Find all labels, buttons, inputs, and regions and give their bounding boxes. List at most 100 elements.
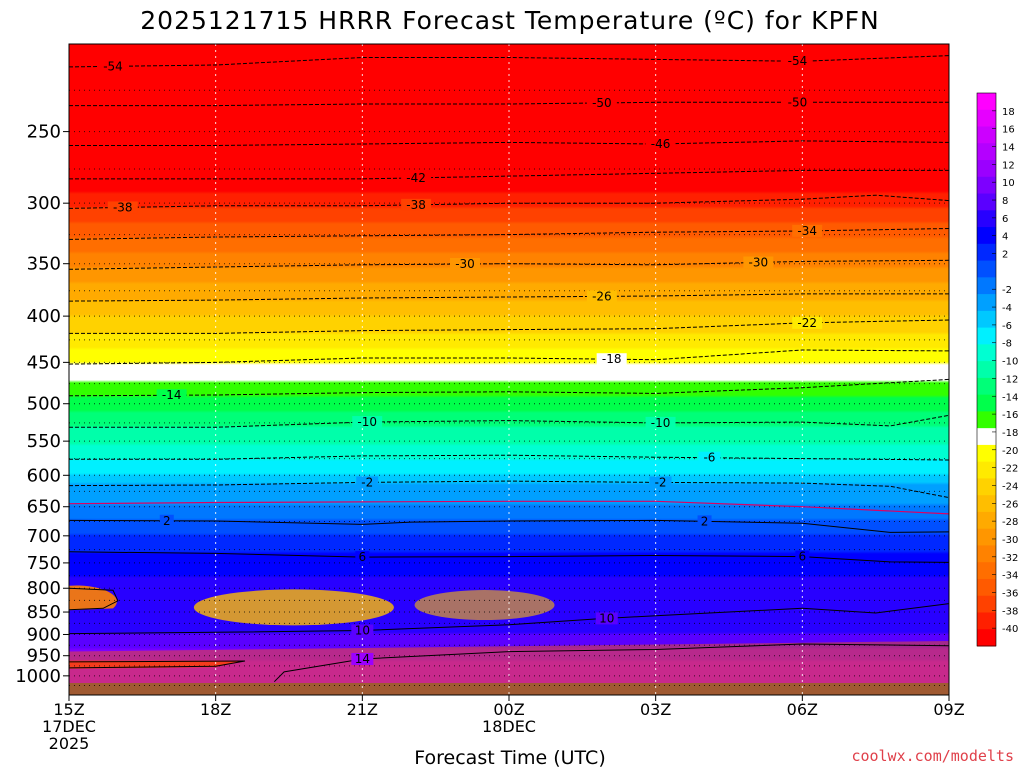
contour-label: -54 xyxy=(788,54,808,68)
contour-line xyxy=(69,259,949,270)
x-tick-label: 03Z xyxy=(640,700,671,719)
colorbar-swatch xyxy=(977,612,996,630)
colorbar-swatch xyxy=(977,210,996,228)
colorbar-swatch xyxy=(977,444,996,463)
contour-label-bg xyxy=(697,515,712,528)
colorbar-tick-label: 4 xyxy=(1002,232,1008,243)
colorbar-tick-label: -36 xyxy=(1002,588,1018,599)
colorbar-tick-label: -10 xyxy=(1002,357,1018,368)
contour-line xyxy=(69,169,949,180)
colorbar-swatch xyxy=(977,310,996,329)
colorbar-swatch xyxy=(977,361,996,379)
colorbar-swatch xyxy=(977,344,996,362)
contour-label: 2 xyxy=(701,514,709,528)
colorbar-tick-label: -8 xyxy=(1002,339,1012,350)
closed-contour xyxy=(69,587,119,611)
colorbar-swatch xyxy=(977,562,996,580)
y-tick-label: 600 xyxy=(27,465,61,486)
contour-label: -2 xyxy=(361,475,373,489)
colorbar-swatch xyxy=(977,126,996,144)
colorbar-tick-label: -16 xyxy=(1002,410,1018,421)
contour-label-bg xyxy=(401,171,432,184)
contour-label: -30 xyxy=(455,257,475,271)
contour-label-bg xyxy=(645,137,676,150)
contour-line xyxy=(69,349,949,365)
colorbar-swatch xyxy=(977,629,996,647)
colorbar-swatch xyxy=(977,528,996,546)
colorbar-tick-label: 14 xyxy=(1002,143,1015,154)
colorbar-swatch xyxy=(977,227,996,245)
colorbar-tick-label: -32 xyxy=(1002,553,1018,564)
contour-label: 10 xyxy=(599,611,614,625)
contour-label-bg xyxy=(586,96,617,109)
colorbar-swatch xyxy=(977,109,996,128)
contour-line xyxy=(69,480,949,499)
contour-label-bg xyxy=(792,316,823,329)
contour-label: -18 xyxy=(602,352,622,366)
contour-label-bg xyxy=(355,551,370,564)
contour-label-bg xyxy=(596,353,627,366)
x-tick-label: 09Z xyxy=(933,700,964,719)
y-tick-label: 700 xyxy=(27,526,61,547)
x-axis-label: Forecast Time (UTC) xyxy=(414,747,605,768)
contour-label: -34 xyxy=(797,224,817,238)
colorbar-tick-label: -34 xyxy=(1002,571,1018,582)
contour-label: -10 xyxy=(651,416,671,430)
contour-label-bg xyxy=(156,389,187,402)
colorbar-swatch xyxy=(977,327,996,345)
y-tick-label: 950 xyxy=(27,646,61,667)
y-tick-label: 400 xyxy=(27,306,61,327)
contour-labels: -54 -54-50 -50-46-42-38 -38-34-30 -30-26-22-… xyxy=(98,54,823,666)
colorbar-tick-label: -28 xyxy=(1002,517,1018,528)
colorbar-tick-label: 2 xyxy=(1002,250,1008,261)
contour-line xyxy=(69,551,949,563)
time-gridlines xyxy=(215,44,803,695)
contour-label: -10 xyxy=(357,415,377,429)
y-tick-label: 500 xyxy=(27,394,61,415)
warm-pocket xyxy=(193,589,394,626)
x-tick-label: 06Z xyxy=(787,700,818,719)
contour-label-bg xyxy=(782,55,813,68)
x-tick-label: 17DEC xyxy=(42,717,96,736)
colorbar-swatch xyxy=(977,377,996,396)
colorbar-tick-label: 16 xyxy=(1002,125,1015,136)
colorbar-tick-label: -26 xyxy=(1002,499,1018,510)
x-tick-label: 18DEC xyxy=(482,717,536,736)
y-axis: 2503003504004505005506006507007508008509… xyxy=(15,122,69,687)
y-tick-label: 250 xyxy=(27,122,61,143)
contour-label: -30 xyxy=(749,255,769,269)
colorbar-tick-label: -30 xyxy=(1002,535,1018,546)
contour-label-bg xyxy=(645,416,676,429)
colorbar-tick-label: -6 xyxy=(1002,321,1012,332)
colorbar-tick-label: 10 xyxy=(1002,178,1015,189)
colorbar-tick-label: 12 xyxy=(1002,160,1015,171)
plot-area: -54 -54-50 -50-46-42-38 -38-34-30 -30-26-22-… xyxy=(69,44,949,695)
contour-label-bg xyxy=(795,550,810,563)
colorbar-swatch xyxy=(977,428,996,446)
contour-label-bg xyxy=(792,224,823,237)
contour-label-bg xyxy=(743,256,774,269)
x-tick-label: 00Z xyxy=(493,700,524,719)
colorbar-tick-label: -18 xyxy=(1002,428,1018,439)
y-tick-label: 550 xyxy=(27,431,61,452)
contour-label-bg xyxy=(649,476,672,489)
contour-label-bg xyxy=(351,624,374,637)
contour-label-bg xyxy=(159,514,174,527)
contour-label: -22 xyxy=(797,316,817,330)
x-tick-label: 21Z xyxy=(347,700,378,719)
credit-link[interactable]: coolwx.com/modelts xyxy=(851,747,1014,765)
contour-label: 6 xyxy=(799,550,807,564)
contour-label-bg xyxy=(107,201,138,214)
colorbar-swatch xyxy=(977,511,996,530)
colorbar-tick-label: 8 xyxy=(1002,196,1008,207)
contour-label: -46 xyxy=(651,137,671,151)
colorbar-tick-label: 6 xyxy=(1002,214,1008,225)
colorbar-swatch xyxy=(977,595,996,613)
contour-line xyxy=(69,194,949,209)
contour-label-bg xyxy=(698,451,721,464)
colorbar-swatch xyxy=(977,143,996,161)
colorbar-swatch xyxy=(977,578,996,597)
colorbar-swatch xyxy=(977,93,996,111)
colorbar-swatch xyxy=(977,176,996,195)
